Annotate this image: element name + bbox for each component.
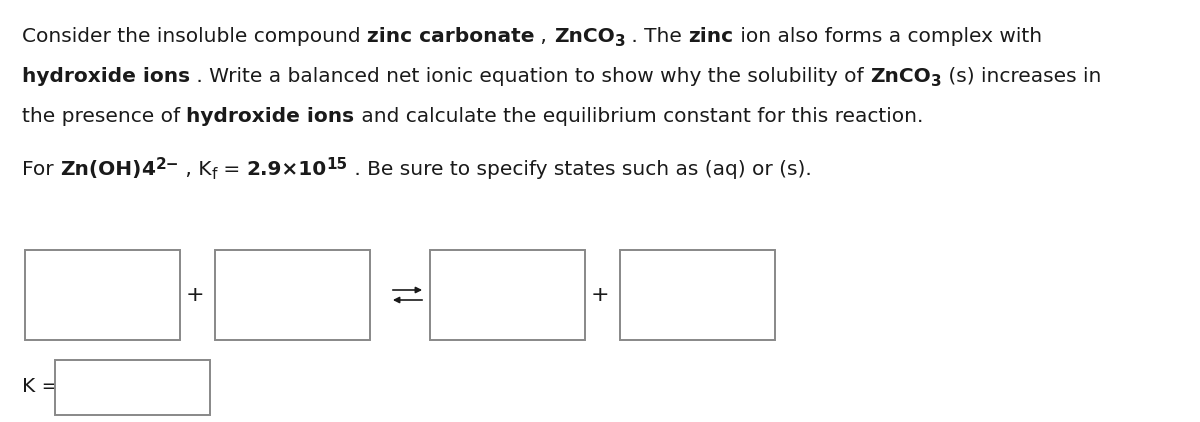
Text: Consider the insoluble compound: Consider the insoluble compound xyxy=(22,27,367,46)
Text: +: + xyxy=(186,285,204,305)
Text: , K: , K xyxy=(179,160,211,179)
Bar xyxy=(620,250,775,340)
Bar xyxy=(430,250,586,340)
Text: 15: 15 xyxy=(326,157,348,172)
Text: 2.9×10: 2.9×10 xyxy=(246,160,326,179)
Text: . Be sure to specify states such as (aq) or (s).: . Be sure to specify states such as (aq)… xyxy=(348,160,811,179)
Text: +: + xyxy=(590,285,610,305)
Text: =: = xyxy=(217,160,246,179)
Text: 2−: 2− xyxy=(155,157,179,172)
Text: the presence of: the presence of xyxy=(22,107,186,126)
Text: hydroxide ions: hydroxide ions xyxy=(186,107,355,126)
Text: 4: 4 xyxy=(142,160,155,179)
Text: 3: 3 xyxy=(931,74,942,89)
Text: ion also forms a complex with: ion also forms a complex with xyxy=(733,27,1042,46)
Text: (s) increases in: (s) increases in xyxy=(942,67,1100,86)
Text: ,: , xyxy=(534,27,553,46)
Text: ZnCO: ZnCO xyxy=(553,27,614,46)
Text: . The: . The xyxy=(625,27,689,46)
Text: ZnCO: ZnCO xyxy=(870,67,931,86)
Bar xyxy=(25,250,180,340)
Text: zinc carbonate: zinc carbonate xyxy=(367,27,534,46)
Text: and calculate the equilibrium constant for this reaction.: and calculate the equilibrium constant f… xyxy=(355,107,923,126)
Text: K =: K = xyxy=(22,378,59,397)
Text: Zn(OH): Zn(OH) xyxy=(60,160,142,179)
Text: zinc: zinc xyxy=(689,27,733,46)
Text: . Write a balanced net ionic equation to show why the solubility of: . Write a balanced net ionic equation to… xyxy=(190,67,870,86)
Text: For: For xyxy=(22,160,60,179)
Bar xyxy=(55,360,210,415)
Text: hydroxide ions: hydroxide ions xyxy=(22,67,190,86)
Text: 3: 3 xyxy=(614,34,625,49)
Bar xyxy=(215,250,370,340)
Text: f: f xyxy=(211,167,217,182)
